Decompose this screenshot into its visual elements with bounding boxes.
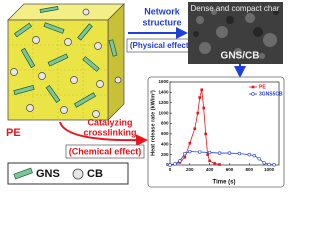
chart-frame xyxy=(147,76,285,188)
data-point xyxy=(217,151,222,155)
legend-label: 3GNS5CB xyxy=(259,91,283,97)
y-tick-label: 1000 xyxy=(158,110,169,115)
x-tick-label: 1000 xyxy=(264,167,275,172)
y-tick-label: 0 xyxy=(166,162,169,167)
data-point xyxy=(183,155,187,159)
y-tick-label: 1200 xyxy=(158,100,169,105)
data-point xyxy=(247,152,251,157)
arrow-label: Network xyxy=(144,6,181,16)
data-point xyxy=(218,163,221,166)
data-point xyxy=(188,141,192,145)
y-tick-label: 1600 xyxy=(158,79,169,84)
effect-label: (Physical effect) xyxy=(130,41,192,50)
data-point xyxy=(252,153,256,158)
sem-image xyxy=(188,2,283,64)
arrow-label: crosslinking xyxy=(83,127,136,137)
data-point xyxy=(196,111,200,115)
arrow-label: Catalyzing xyxy=(87,117,132,127)
legend-marker xyxy=(251,85,255,89)
data-point xyxy=(237,151,242,156)
legend-symbol xyxy=(13,167,33,180)
data-point xyxy=(272,163,276,167)
image-overlay: GNS/CB xyxy=(221,51,260,62)
legend-label: CB xyxy=(87,168,103,180)
data-point xyxy=(213,162,216,165)
data-point xyxy=(198,150,202,154)
data-point xyxy=(267,162,271,167)
data-point xyxy=(227,151,232,155)
cube xyxy=(7,3,125,121)
figure: PE Network structure (Physical effect) D… xyxy=(6,2,285,188)
data-point xyxy=(200,88,204,92)
y-tick-label: 800 xyxy=(161,121,169,126)
y-axis-label: Heat release rate (kW/m²) xyxy=(149,90,156,156)
arrow-label: structure xyxy=(142,17,181,27)
data-point xyxy=(262,161,266,165)
data-point xyxy=(178,159,182,163)
arrow xyxy=(59,121,148,147)
data-point xyxy=(198,96,202,99)
data-point xyxy=(202,106,205,110)
x-tick-label: 200 xyxy=(186,167,194,172)
y-tick-label: 600 xyxy=(161,131,169,136)
x-tick-label: 800 xyxy=(246,167,254,172)
data-point xyxy=(183,151,187,156)
legend-label: GNS xyxy=(36,168,60,180)
y-tick-label: 200 xyxy=(161,152,169,157)
x-axis-label: Time (s) xyxy=(213,180,236,186)
x-tick-label: 0 xyxy=(169,167,172,172)
legend-marker xyxy=(251,92,255,96)
matrix-label: PE xyxy=(6,127,21,139)
data-point xyxy=(168,163,172,167)
image-caption: Dense and compact char xyxy=(191,4,280,13)
series-line xyxy=(169,151,275,166)
y-tick-label: 1400 xyxy=(158,90,169,95)
y-tick-label: 400 xyxy=(161,141,169,146)
data-point xyxy=(193,127,197,130)
data-point xyxy=(206,153,209,156)
data-point xyxy=(188,149,192,154)
legend-symbol xyxy=(72,168,84,180)
x-tick-label: 600 xyxy=(226,167,234,172)
effect-label: (Chemical effect) xyxy=(69,146,142,156)
data-point xyxy=(257,157,261,161)
data-point xyxy=(207,150,212,155)
x-tick-label: 400 xyxy=(206,167,214,172)
data-point xyxy=(208,159,211,163)
data-point xyxy=(204,132,207,136)
legend-box xyxy=(7,162,129,185)
legend-label: PE xyxy=(259,84,266,90)
effect-box xyxy=(65,144,145,159)
data-point xyxy=(173,162,177,166)
